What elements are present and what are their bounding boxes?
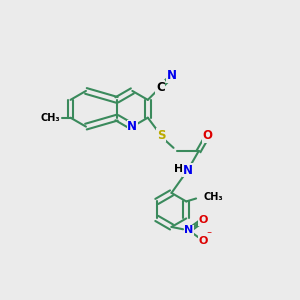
Text: N: N [183, 164, 193, 177]
Text: O: O [202, 129, 213, 142]
Text: O: O [198, 236, 208, 246]
Text: C: C [156, 81, 165, 94]
Text: N: N [167, 69, 177, 82]
Text: N: N [184, 225, 194, 236]
Text: N: N [127, 120, 137, 133]
Text: S: S [157, 129, 165, 142]
Text: ⁻: ⁻ [206, 230, 211, 240]
Text: H: H [174, 164, 184, 174]
Text: CH₃: CH₃ [40, 113, 60, 123]
Text: O: O [198, 215, 208, 225]
Text: CH₃: CH₃ [203, 192, 223, 202]
